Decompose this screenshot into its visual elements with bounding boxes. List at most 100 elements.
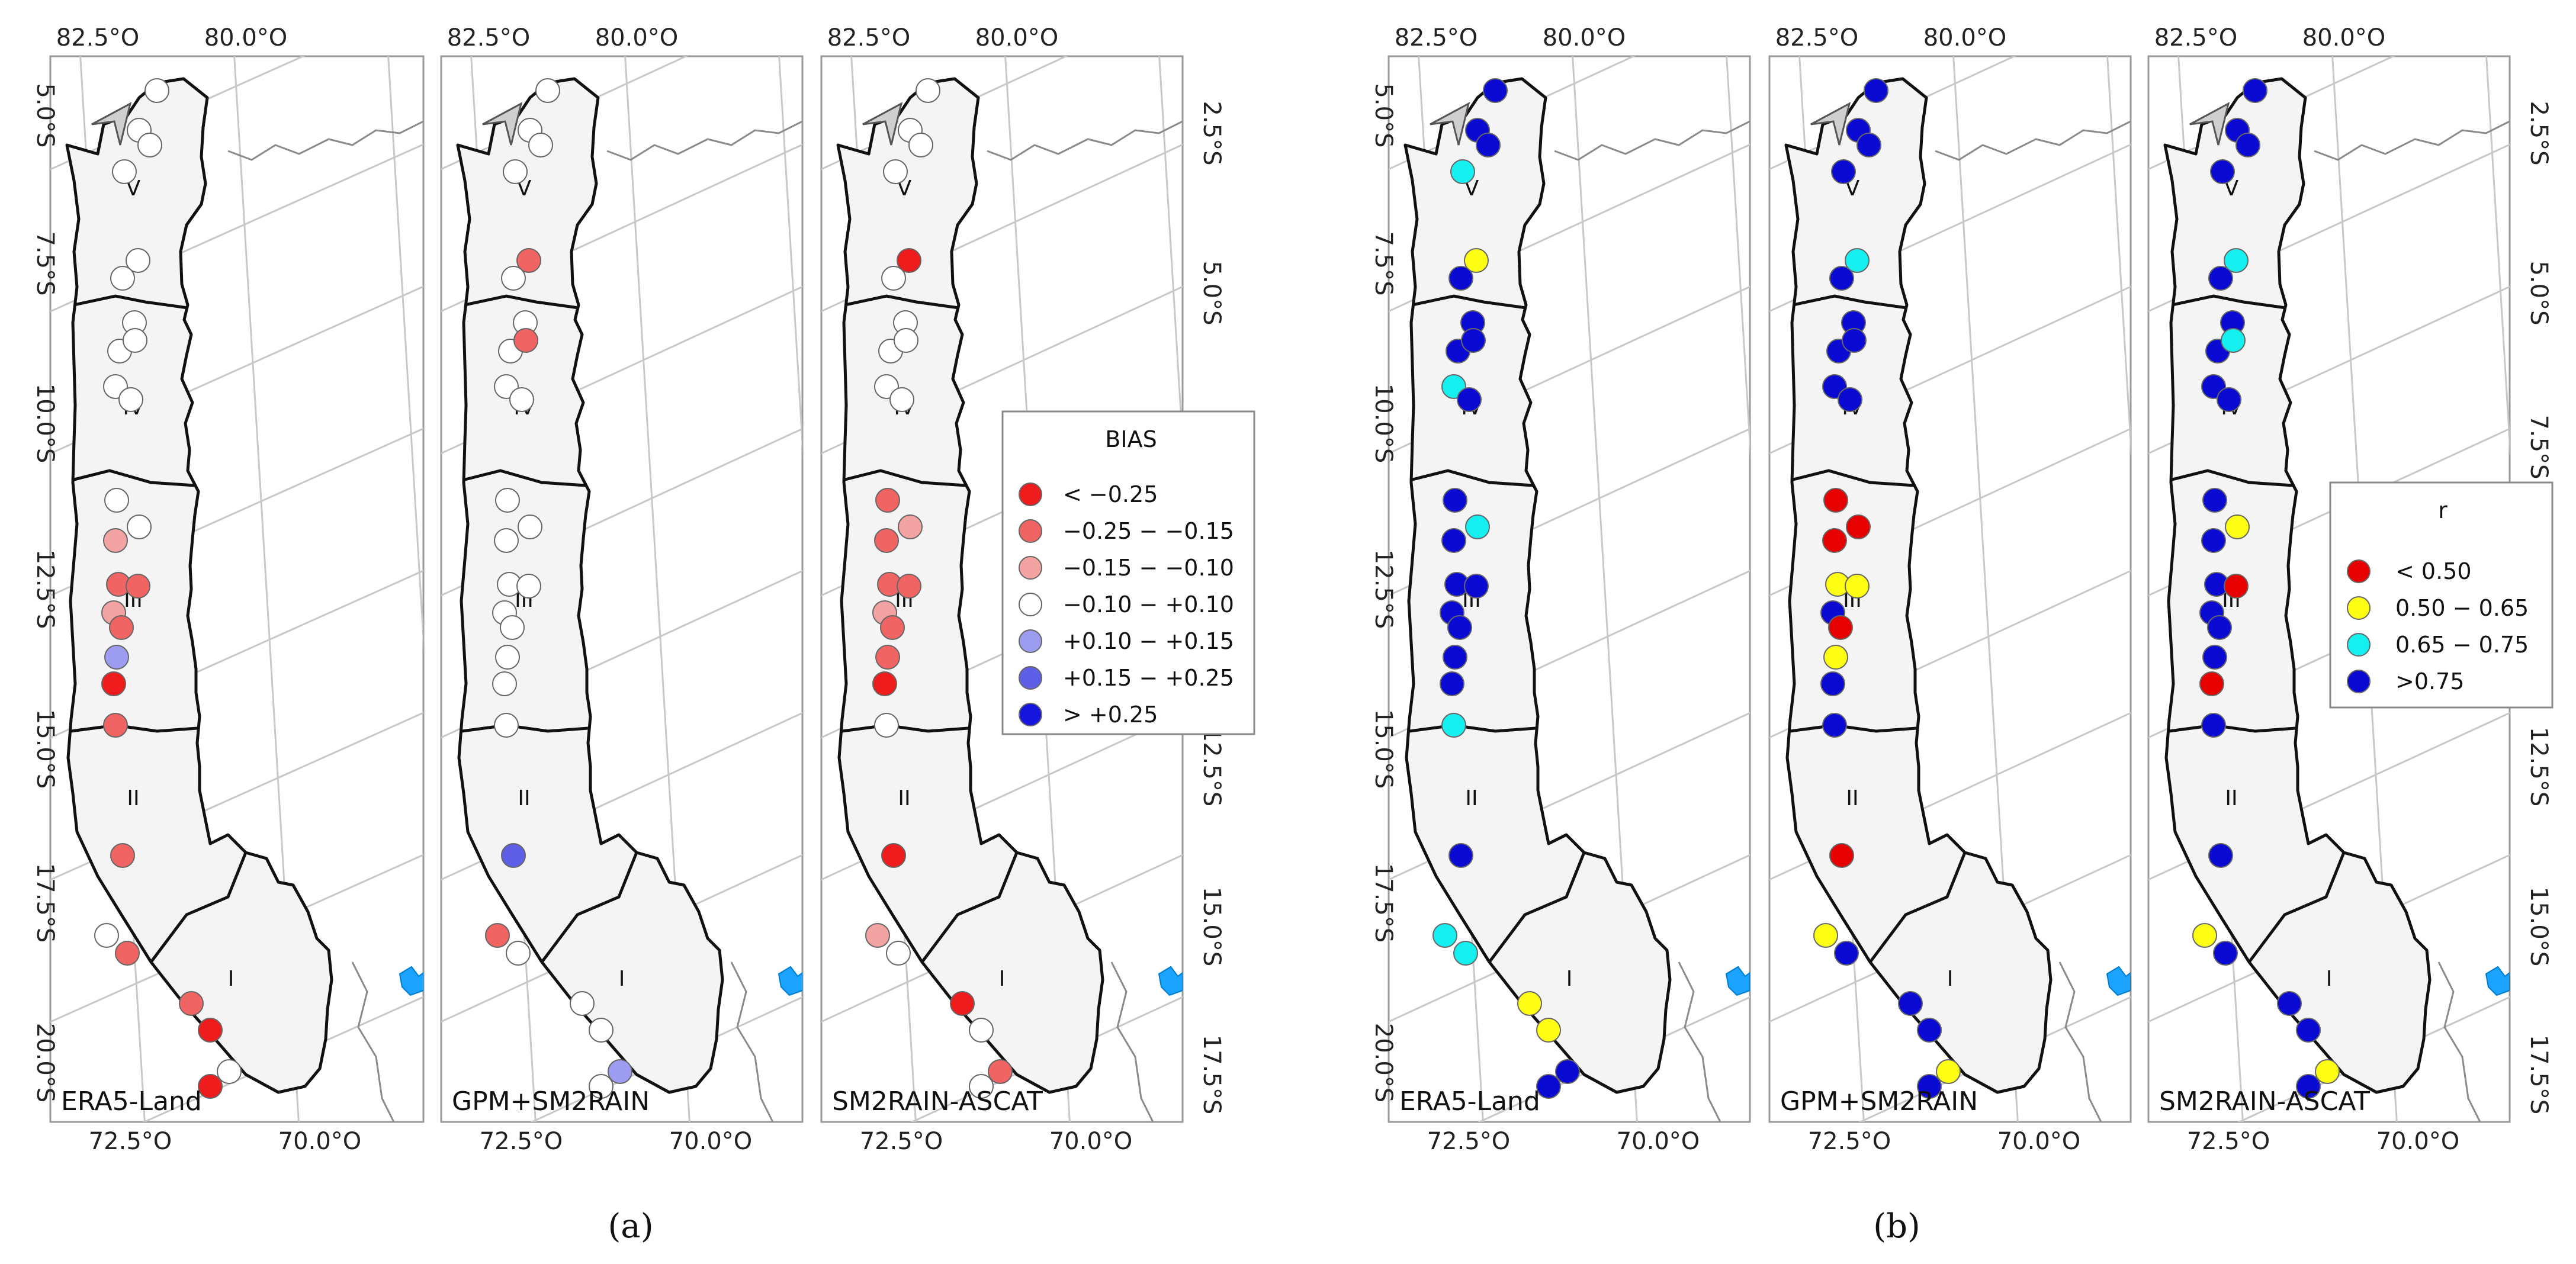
legend-swatch [1019, 666, 1042, 690]
station-marker [889, 387, 914, 412]
station-marker [1917, 1018, 1942, 1043]
legend-box [1001, 410, 1255, 735]
station-marker [198, 1074, 223, 1099]
zone-boundary [1793, 294, 1907, 310]
station-marker [2199, 671, 2224, 696]
station-marker [1834, 941, 1859, 966]
station-marker [516, 248, 541, 273]
left-tick-label: 7.5°S [1370, 231, 1397, 295]
north-arrow-icon [1430, 102, 1470, 146]
station-marker [535, 78, 560, 103]
legend-label: −0.15 − −0.10 [1063, 555, 1234, 581]
dataset-label: GPM+SM2RAIN [452, 1086, 650, 1117]
legend-swatch [1019, 629, 1042, 653]
station-marker [1450, 159, 1475, 184]
station-marker [492, 671, 517, 696]
country-border [2058, 961, 2102, 1122]
map-panel-era5-land-bias: VIVIIIIIIERA5-Land82.5°O80.0°O72.5°O70.0… [31, 24, 425, 1155]
station-marker [501, 266, 526, 291]
zone-label-i: I [228, 967, 235, 991]
station-marker [1441, 713, 1466, 738]
station-marker [1453, 941, 1478, 966]
zone-boundary [1488, 852, 1586, 963]
station-marker [137, 133, 162, 157]
zone-boundary [461, 723, 589, 733]
lake-titicaca [1158, 966, 1183, 996]
zone-label-ii: II [1465, 786, 1477, 810]
station-marker [2277, 991, 2302, 1016]
station-marker [1536, 1074, 1561, 1099]
top-tick-label: 80.0°O [975, 24, 1059, 52]
station-marker [1448, 266, 1473, 291]
station-marker [898, 514, 923, 539]
station-marker [2296, 1018, 2321, 1043]
right-tick-label: 2.5°S [1198, 101, 1225, 165]
right-tick-label: 17.5°S [2525, 1035, 2552, 1114]
station-marker [2217, 387, 2241, 412]
station-marker [969, 1074, 994, 1099]
station-marker [2207, 615, 2232, 640]
right-tick-label: 15.0°S [1198, 887, 1225, 966]
station-marker [1464, 574, 1489, 599]
zone-label-ii: II [518, 786, 530, 810]
station-marker [570, 991, 595, 1016]
station-marker [1448, 843, 1473, 868]
dataset-label: GPM+SM2RAIN [1780, 1086, 1978, 1117]
bottom-tick-label: 72.5°O [1808, 1128, 1891, 1155]
map-panels: VIVIIIIIIERA5-Land82.5°O80.0°O72.5°O70.0… [31, 24, 2552, 1155]
station-marker [101, 671, 126, 696]
zone-boundary [2248, 852, 2346, 963]
zone-boundary [1409, 723, 1536, 733]
station-marker [2243, 78, 2267, 103]
legend-label: +0.10 − +0.15 [1063, 628, 1234, 654]
north-arrow-icon [2189, 102, 2230, 146]
left-tick-label: 12.5°S [1370, 549, 1397, 629]
station-marker [485, 923, 510, 948]
top-tick-label: 82.5°O [2154, 24, 2238, 52]
zone-label-i: I [1566, 967, 1573, 991]
station-marker [1476, 133, 1501, 157]
station-marker [528, 133, 553, 157]
station-marker [1461, 328, 1486, 353]
station-marker [104, 488, 129, 513]
country-border [987, 120, 1183, 161]
station-marker [1838, 387, 1862, 412]
station-marker [2208, 843, 2233, 868]
station-marker [1443, 645, 1467, 670]
station-marker [509, 387, 534, 412]
station-marker [501, 843, 526, 868]
zone-label-i: I [619, 967, 625, 991]
bottom-tick-label: 72.5°O [480, 1128, 563, 1155]
station-marker [118, 387, 143, 412]
country-border [730, 961, 774, 1122]
station-marker [1813, 923, 1838, 948]
station-marker [1823, 488, 1848, 513]
north-arrow-icon [482, 102, 523, 146]
zone-boundary [844, 294, 959, 310]
bottom-tick-label: 70.0°O [278, 1128, 362, 1155]
station-marker [1845, 574, 1870, 599]
station-marker [1464, 248, 1489, 273]
station-marker [969, 1018, 994, 1043]
legends: BIAS < −0.25 −0.25 − −0.15 −0.15 − −0.10 −0.… [1001, 410, 2553, 735]
left-tick-label: 5.0°S [31, 83, 59, 147]
graticule-line [2106, 56, 2131, 457]
station-marker [2210, 159, 2235, 184]
map-panel-era5-land-r: VIVIIIIIIERA5-Land82.5°O80.0°O72.5°O70.0… [1370, 24, 1751, 1155]
station-marker [2224, 248, 2249, 273]
bottom-tick-label: 70.0°O [1617, 1128, 1700, 1155]
legend-swatch [1019, 703, 1042, 726]
station-marker [198, 1018, 223, 1043]
station-marker [1856, 133, 1881, 157]
station-marker [495, 645, 520, 670]
station-marker [126, 248, 150, 273]
station-marker [1917, 1074, 1942, 1099]
station-marker [2225, 514, 2250, 539]
station-marker [503, 159, 528, 184]
station-marker [1823, 645, 1848, 670]
caption-a: (a) [608, 1207, 653, 1246]
lake-titicaca [1725, 966, 1750, 996]
map-body: VIVIIIIII [821, 56, 1183, 1122]
right-tick-label: 17.5°S [1198, 1035, 1225, 1114]
